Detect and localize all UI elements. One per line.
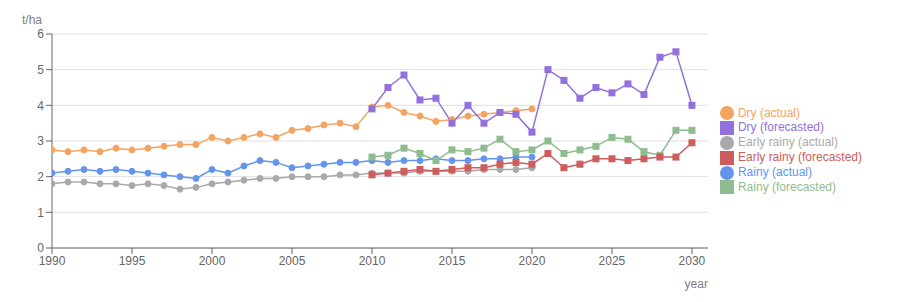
svg-text:2015: 2015	[439, 254, 466, 268]
svg-text:t/ha: t/ha	[22, 13, 42, 27]
html-text:Early rainy (forecasted): Early rainy (forecasted)	[738, 150, 862, 164]
svg-text:2030: 2030	[679, 254, 706, 268]
html-text:Rainy (actual): Rainy (actual)	[738, 164, 812, 179]
html-text:Early rainy (actual): Early rainy (actual)	[738, 135, 838, 150]
svg-text:2020: 2020	[519, 254, 546, 268]
svg-text:1: 1	[37, 206, 44, 220]
html-text:Rainy (forecasted): Rainy (forecasted)	[738, 179, 836, 194]
svg-text:2: 2	[37, 170, 44, 184]
html-text:Dry (forecasted): Dry (forecasted)	[738, 120, 824, 135]
svg-text:5: 5	[37, 63, 44, 77]
svg-text:2000: 2000	[199, 254, 226, 268]
svg-text:2010: 2010	[359, 254, 386, 268]
svg-text:2025: 2025	[599, 254, 626, 268]
svg-text:4: 4	[37, 99, 44, 113]
svg-text:1990: 1990	[39, 254, 66, 268]
svg-text:3: 3	[37, 134, 44, 148]
svg-text:2005: 2005	[279, 254, 306, 268]
html-text:Dry (actual): Dry (actual)	[738, 105, 800, 120]
svg-text:6: 6	[37, 27, 44, 41]
svg-text:0: 0	[37, 241, 44, 255]
svg-text:year: year	[685, 277, 708, 291]
svg-text:1995: 1995	[119, 254, 146, 268]
